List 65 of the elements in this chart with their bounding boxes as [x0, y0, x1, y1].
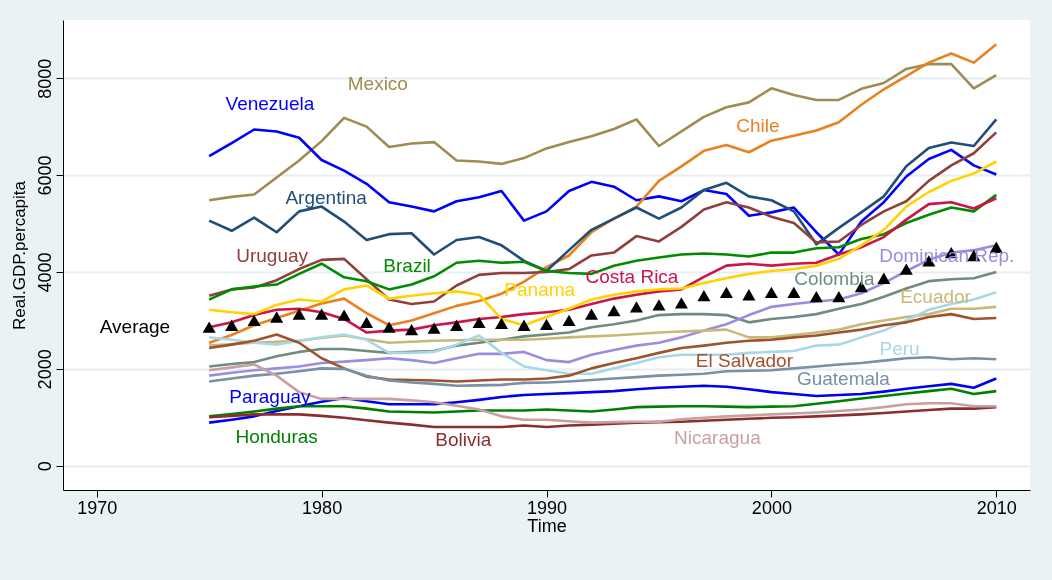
point — [270, 311, 284, 323]
point — [832, 291, 846, 303]
point — [697, 290, 711, 302]
series-label: Mexico — [347, 73, 408, 95]
point — [382, 321, 396, 333]
point — [764, 286, 778, 298]
series-label: Colombia — [794, 268, 875, 290]
series-label: Chile — [736, 114, 780, 136]
point — [877, 272, 891, 284]
series-label: Average — [99, 316, 171, 338]
point — [562, 314, 576, 327]
series-label: Panama — [504, 279, 576, 301]
line-series — [207, 387, 998, 418]
point — [787, 286, 801, 298]
line-series — [207, 312, 998, 383]
point — [629, 301, 643, 313]
point — [202, 321, 216, 333]
x-tick-label: 1990 — [526, 497, 568, 518]
point — [360, 316, 374, 328]
point — [405, 323, 419, 336]
point — [539, 318, 554, 330]
x-axis-title: Time — [527, 515, 567, 536]
point — [899, 263, 913, 275]
point — [584, 308, 598, 320]
series-label: Venezuela — [225, 92, 315, 114]
line-series — [207, 355, 998, 388]
series-label: Ecuador — [900, 286, 972, 308]
y-tick-label: 4000 — [34, 252, 55, 293]
series-label: Costa Rica — [585, 265, 679, 287]
point — [809, 291, 823, 303]
point — [719, 286, 733, 298]
x-tick-label: 2000 — [751, 497, 792, 518]
point — [742, 289, 756, 301]
line-series — [207, 405, 998, 429]
y-tick-label: 8000 — [34, 58, 55, 99]
point — [337, 309, 351, 321]
point — [495, 317, 509, 329]
point — [225, 319, 239, 331]
x-tick-label: 2010 — [976, 497, 1017, 518]
point — [517, 319, 531, 331]
point — [247, 314, 261, 327]
point — [607, 305, 621, 317]
series-label: Honduras — [235, 426, 318, 448]
x-tick-label: 1980 — [302, 497, 343, 518]
point — [450, 319, 464, 331]
point — [652, 299, 666, 311]
series-label: Nicaragua — [674, 427, 762, 449]
series-label: Bolivia — [435, 429, 492, 451]
point — [674, 297, 688, 309]
y-tick-label: 0 — [34, 461, 55, 472]
point — [472, 316, 486, 328]
series-label: Brazil — [383, 254, 431, 276]
point — [292, 308, 306, 320]
y-tick-label: 6000 — [34, 155, 55, 196]
y-axis-title: Real.GDP.percapita — [9, 180, 29, 330]
x-tick-label: 1970 — [77, 497, 118, 518]
series-label: Paraguay — [229, 385, 312, 407]
y-tick-label: 2000 — [34, 349, 55, 390]
series-label: El Salvador — [695, 350, 794, 372]
series-label: Peru — [879, 338, 920, 359]
series-label: Argentina — [285, 187, 368, 209]
series-label: Uruguay — [236, 245, 309, 267]
point — [315, 308, 329, 320]
series-label: Guatemala — [796, 367, 891, 389]
point — [427, 322, 441, 334]
